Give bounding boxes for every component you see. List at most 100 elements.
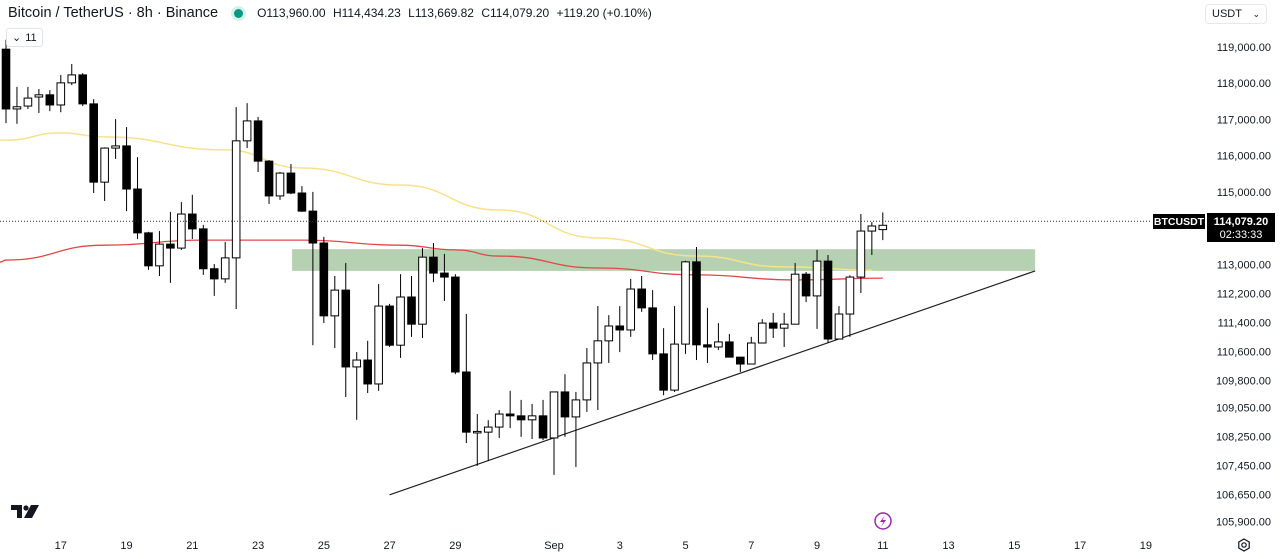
y-tick-label: 117,000.00 bbox=[1217, 114, 1271, 126]
candle bbox=[209, 264, 219, 296]
candle-body-up bbox=[790, 273, 800, 325]
candle-body-down bbox=[319, 242, 329, 317]
y-tick-label: 106,650.00 bbox=[1216, 489, 1271, 501]
candle bbox=[637, 275, 646, 312]
x-tick-label: 7 bbox=[748, 540, 754, 552]
candle bbox=[264, 160, 274, 204]
candle-body-down bbox=[363, 359, 372, 385]
candle-body-up bbox=[242, 120, 252, 142]
candle-body-down bbox=[78, 74, 88, 105]
currency-select[interactable]: USDT ⌄ bbox=[1205, 4, 1267, 24]
candle-body-down bbox=[801, 273, 811, 297]
candle bbox=[681, 260, 690, 354]
candle-body-up bbox=[231, 140, 241, 259]
indicators-toggle-button[interactable]: ⌄ 11 bbox=[6, 28, 43, 47]
event-marker[interactable] bbox=[874, 512, 892, 530]
candle bbox=[231, 107, 241, 309]
candle-body-down bbox=[692, 261, 701, 346]
candle-body-down bbox=[253, 120, 263, 162]
candle-body-up bbox=[812, 260, 822, 297]
symbol-label: BTCUSDT bbox=[1154, 216, 1205, 228]
candle-body-down bbox=[703, 344, 712, 348]
candle bbox=[177, 202, 186, 250]
change-value: +119.20 (+0.10%) bbox=[556, 6, 652, 20]
candle bbox=[593, 306, 603, 411]
last-price-value: 114,079.20 bbox=[1214, 216, 1268, 228]
y-tick-label: 105,900.00 bbox=[1216, 517, 1271, 529]
candle bbox=[297, 186, 307, 212]
candle bbox=[648, 290, 657, 361]
candle-body-up bbox=[834, 313, 844, 340]
x-tick-label: 5 bbox=[682, 540, 688, 552]
candle-body-up bbox=[352, 359, 362, 368]
candle bbox=[527, 403, 537, 440]
candle-body-up bbox=[483, 426, 493, 433]
candle-body-up bbox=[220, 257, 230, 280]
candle bbox=[757, 319, 767, 344]
candle bbox=[703, 307, 712, 363]
y-tick-label: 111,400.00 bbox=[1218, 317, 1271, 329]
candle-body-up bbox=[418, 256, 427, 325]
candle bbox=[714, 323, 723, 350]
candle-body-down bbox=[538, 415, 548, 439]
candle-body-down bbox=[736, 356, 745, 365]
candle-body-up bbox=[23, 97, 33, 107]
y-tick-label: 115,000.00 bbox=[1217, 187, 1271, 199]
y-tick-label: 110,600.00 bbox=[1217, 346, 1271, 358]
ma-slow-line bbox=[0, 239, 883, 281]
candle bbox=[133, 157, 142, 240]
candle bbox=[253, 116, 263, 172]
candle bbox=[856, 214, 866, 294]
ascending-trendline[interactable] bbox=[389, 270, 1036, 496]
candle-body-down bbox=[198, 228, 208, 270]
candle bbox=[812, 249, 822, 329]
chevron-down-icon: ⌄ bbox=[12, 32, 22, 44]
x-tick-label: 3 bbox=[617, 540, 623, 552]
candle-body-down bbox=[122, 145, 131, 190]
candle-body-down bbox=[89, 103, 98, 183]
y-tick-label: 118,000.00 bbox=[1217, 78, 1271, 90]
candle bbox=[823, 254, 833, 344]
high-value: H114,434.23 bbox=[332, 6, 401, 20]
candle-body-down bbox=[659, 353, 668, 391]
candle-body-down bbox=[615, 325, 625, 331]
y-tick-label: 119,000.00 bbox=[1217, 42, 1271, 54]
candle bbox=[78, 73, 88, 107]
y-tick-label: 108,250.00 bbox=[1216, 431, 1271, 443]
candle bbox=[494, 410, 504, 438]
candle bbox=[505, 390, 515, 429]
candle bbox=[166, 211, 175, 283]
settings-gear-icon[interactable] bbox=[1237, 538, 1251, 552]
support-resistance-zone[interactable] bbox=[292, 249, 1036, 271]
candle bbox=[615, 306, 625, 353]
candle-body-down bbox=[407, 296, 416, 325]
candle bbox=[374, 283, 383, 391]
candle bbox=[242, 103, 252, 149]
candle-body-down bbox=[385, 305, 394, 346]
candle-body-up bbox=[856, 230, 866, 278]
candle-body-down bbox=[451, 276, 460, 373]
candle bbox=[516, 399, 526, 437]
candle bbox=[418, 248, 427, 338]
symbol-title[interactable]: Bitcoin / TetherUS · 8h · Binance bbox=[8, 5, 219, 21]
candle-body-down bbox=[341, 289, 351, 368]
candle bbox=[768, 312, 778, 338]
candle-body-down bbox=[440, 272, 449, 278]
candle bbox=[308, 191, 318, 346]
candle-body-up bbox=[34, 94, 44, 98]
candle-body-down bbox=[637, 288, 646, 309]
candle bbox=[736, 356, 745, 372]
candle-body-up bbox=[67, 74, 77, 84]
candle-body-down bbox=[768, 322, 778, 329]
bar-countdown: 02:33:33 bbox=[1220, 229, 1263, 241]
x-tick-label: 13 bbox=[942, 540, 954, 552]
candle-body-up bbox=[878, 224, 888, 231]
ohlc-values: O113,960.00 H114,434.23 L113,669.82 C114… bbox=[257, 6, 656, 20]
candle bbox=[111, 119, 120, 159]
candle bbox=[845, 275, 855, 337]
candle-body-up bbox=[374, 305, 383, 385]
tradingview-logo-icon[interactable] bbox=[11, 505, 41, 519]
candle bbox=[286, 164, 296, 195]
candle bbox=[330, 275, 340, 349]
